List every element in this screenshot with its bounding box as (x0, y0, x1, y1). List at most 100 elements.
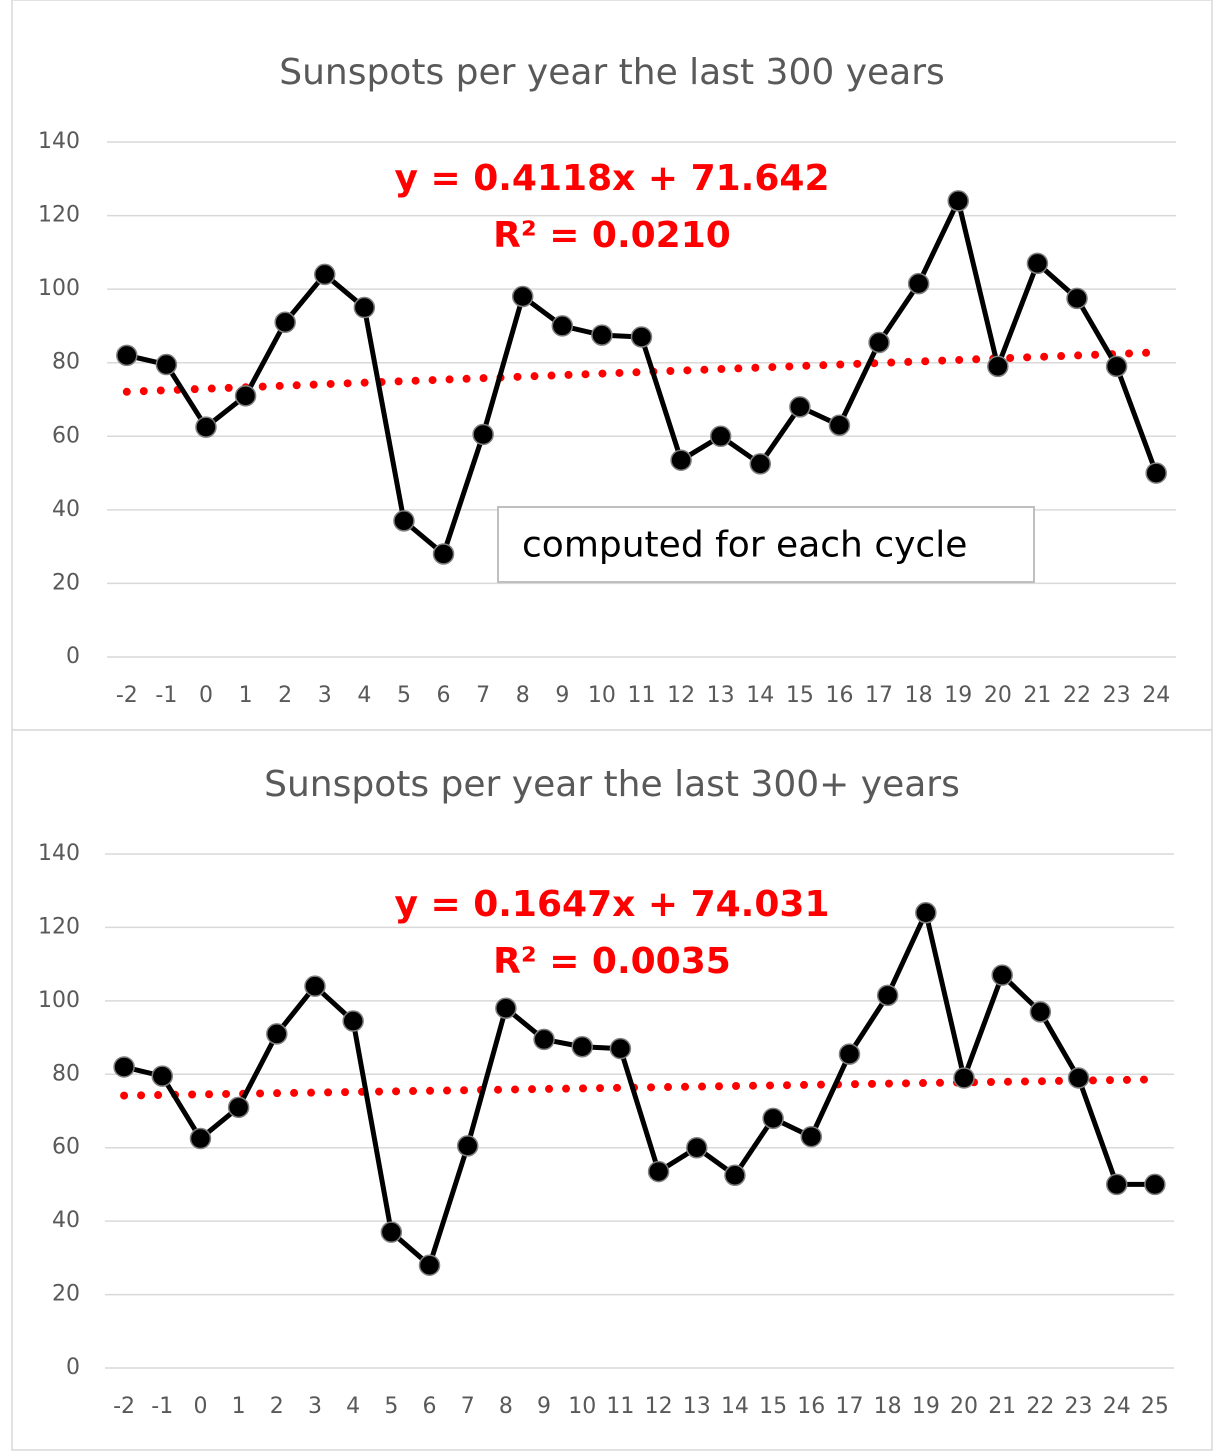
trend-equation: y = 0.1647x + 74.031 (395, 884, 830, 925)
data-line (123, 910, 1155, 1268)
data-point (609, 1037, 632, 1060)
data-point (456, 1135, 479, 1157)
data-point (724, 1164, 746, 1186)
x-tick-label: 1 (239, 683, 253, 708)
x-tick-label: 9 (555, 683, 569, 708)
x-tick-label: 19 (944, 683, 972, 708)
data-point (1105, 1173, 1128, 1196)
data-point (709, 425, 732, 448)
x-tick-label: -2 (116, 683, 138, 708)
x-tick-label: 10 (588, 683, 616, 708)
data-point (533, 1028, 555, 1051)
x-tick-label: 23 (1065, 1394, 1093, 1419)
data-point (789, 396, 811, 418)
x-tick-label: 7 (461, 1394, 475, 1419)
x-tick-label: 20 (984, 683, 1012, 708)
data-point (314, 263, 336, 286)
x-tick-label: 8 (499, 1394, 513, 1419)
x-tick-label: 11 (606, 1394, 634, 1419)
x-tick-label: 8 (516, 683, 530, 708)
data-point (495, 997, 517, 1019)
data-point (915, 901, 937, 924)
data-point (670, 449, 692, 471)
data-point (1067, 1067, 1090, 1089)
x-tick-label: 25 (1141, 1394, 1169, 1419)
trend-equation: y = 0.4118x + 71.642 (395, 158, 830, 199)
x-tick-label: -1 (155, 683, 177, 708)
x-tick-label: 0 (193, 1394, 207, 1419)
data-point (1066, 287, 1088, 310)
x-tick-label: 21 (988, 1394, 1016, 1419)
x-tick-label: 10 (568, 1394, 596, 1419)
x-tick-label: 5 (384, 1394, 398, 1419)
data-point (418, 1254, 441, 1276)
data-point (591, 324, 613, 346)
x-tick-label: 14 (721, 1394, 749, 1419)
x-tick-label: 22 (1026, 1394, 1054, 1419)
x-tick-label: -1 (151, 1394, 173, 1419)
data-point (749, 453, 772, 475)
chart-area (11, 0, 1213, 731)
trendline (120, 1075, 1159, 1100)
y-tick-label: 20 (52, 570, 80, 595)
x-tick-label: 12 (667, 683, 695, 708)
x-tick-label: 11 (628, 683, 656, 708)
x-tick-label: 7 (476, 683, 490, 708)
x-tick-label: 15 (786, 683, 814, 708)
y-tick-label: 80 (52, 1061, 80, 1086)
y-tick-label: 20 (52, 1282, 80, 1307)
data-point (987, 355, 1009, 378)
y-tick-label: 120 (38, 914, 80, 939)
data-point (838, 1043, 861, 1065)
data-point (647, 1160, 670, 1183)
x-tick-label: 19 (912, 1394, 940, 1419)
data-point (511, 285, 534, 308)
x-tick-label: 0 (199, 683, 213, 708)
data-point (432, 543, 455, 565)
data-point (274, 311, 296, 333)
x-tick-label: 4 (357, 683, 371, 708)
y-tick-label: 40 (52, 497, 80, 522)
chart-title: Sunspots per year the last 300+ years (264, 764, 960, 805)
data-point (1144, 1173, 1166, 1196)
y-tick-label: 80 (52, 350, 80, 375)
trend-equation: R² = 0.0210 (493, 215, 731, 256)
x-tick-label: 20 (950, 1394, 978, 1419)
x-tick-label: 17 (865, 683, 893, 708)
y-tick-label: 120 (38, 203, 80, 228)
data-point (1105, 355, 1128, 378)
data-point (472, 423, 494, 446)
x-tick-label: 21 (1023, 683, 1051, 708)
x-tick-label: 16 (797, 1394, 825, 1419)
text-box-label: computed for each cycle (522, 525, 967, 566)
data-point (234, 385, 257, 407)
data-point (266, 1023, 288, 1045)
data-point (1145, 462, 1167, 484)
data-point (1026, 252, 1049, 275)
data-point (551, 315, 574, 337)
trend-equation: R² = 0.0035 (493, 941, 731, 982)
data-point (762, 1107, 784, 1130)
data-point (227, 1096, 250, 1119)
x-tick-label: 17 (835, 1394, 863, 1419)
data-point (353, 296, 376, 319)
x-tick-label: 12 (645, 1394, 673, 1419)
y-tick-label: 0 (66, 644, 80, 669)
data-point (947, 190, 969, 212)
data-point (868, 331, 890, 354)
x-tick-label: 3 (318, 683, 332, 708)
data-point (393, 510, 415, 532)
data-point (195, 416, 217, 438)
text-box (497, 506, 1035, 583)
data-point (155, 353, 178, 376)
x-tick-label: 16 (825, 683, 853, 708)
x-tick-label: 9 (537, 1394, 551, 1419)
x-tick-label: 13 (707, 683, 735, 708)
data-point (828, 414, 851, 436)
data-point (342, 1010, 364, 1032)
x-tick-label: 6 (423, 1394, 437, 1419)
data-point (907, 272, 930, 295)
x-tick-label: 5 (397, 683, 411, 708)
x-tick-label: 23 (1103, 683, 1131, 708)
